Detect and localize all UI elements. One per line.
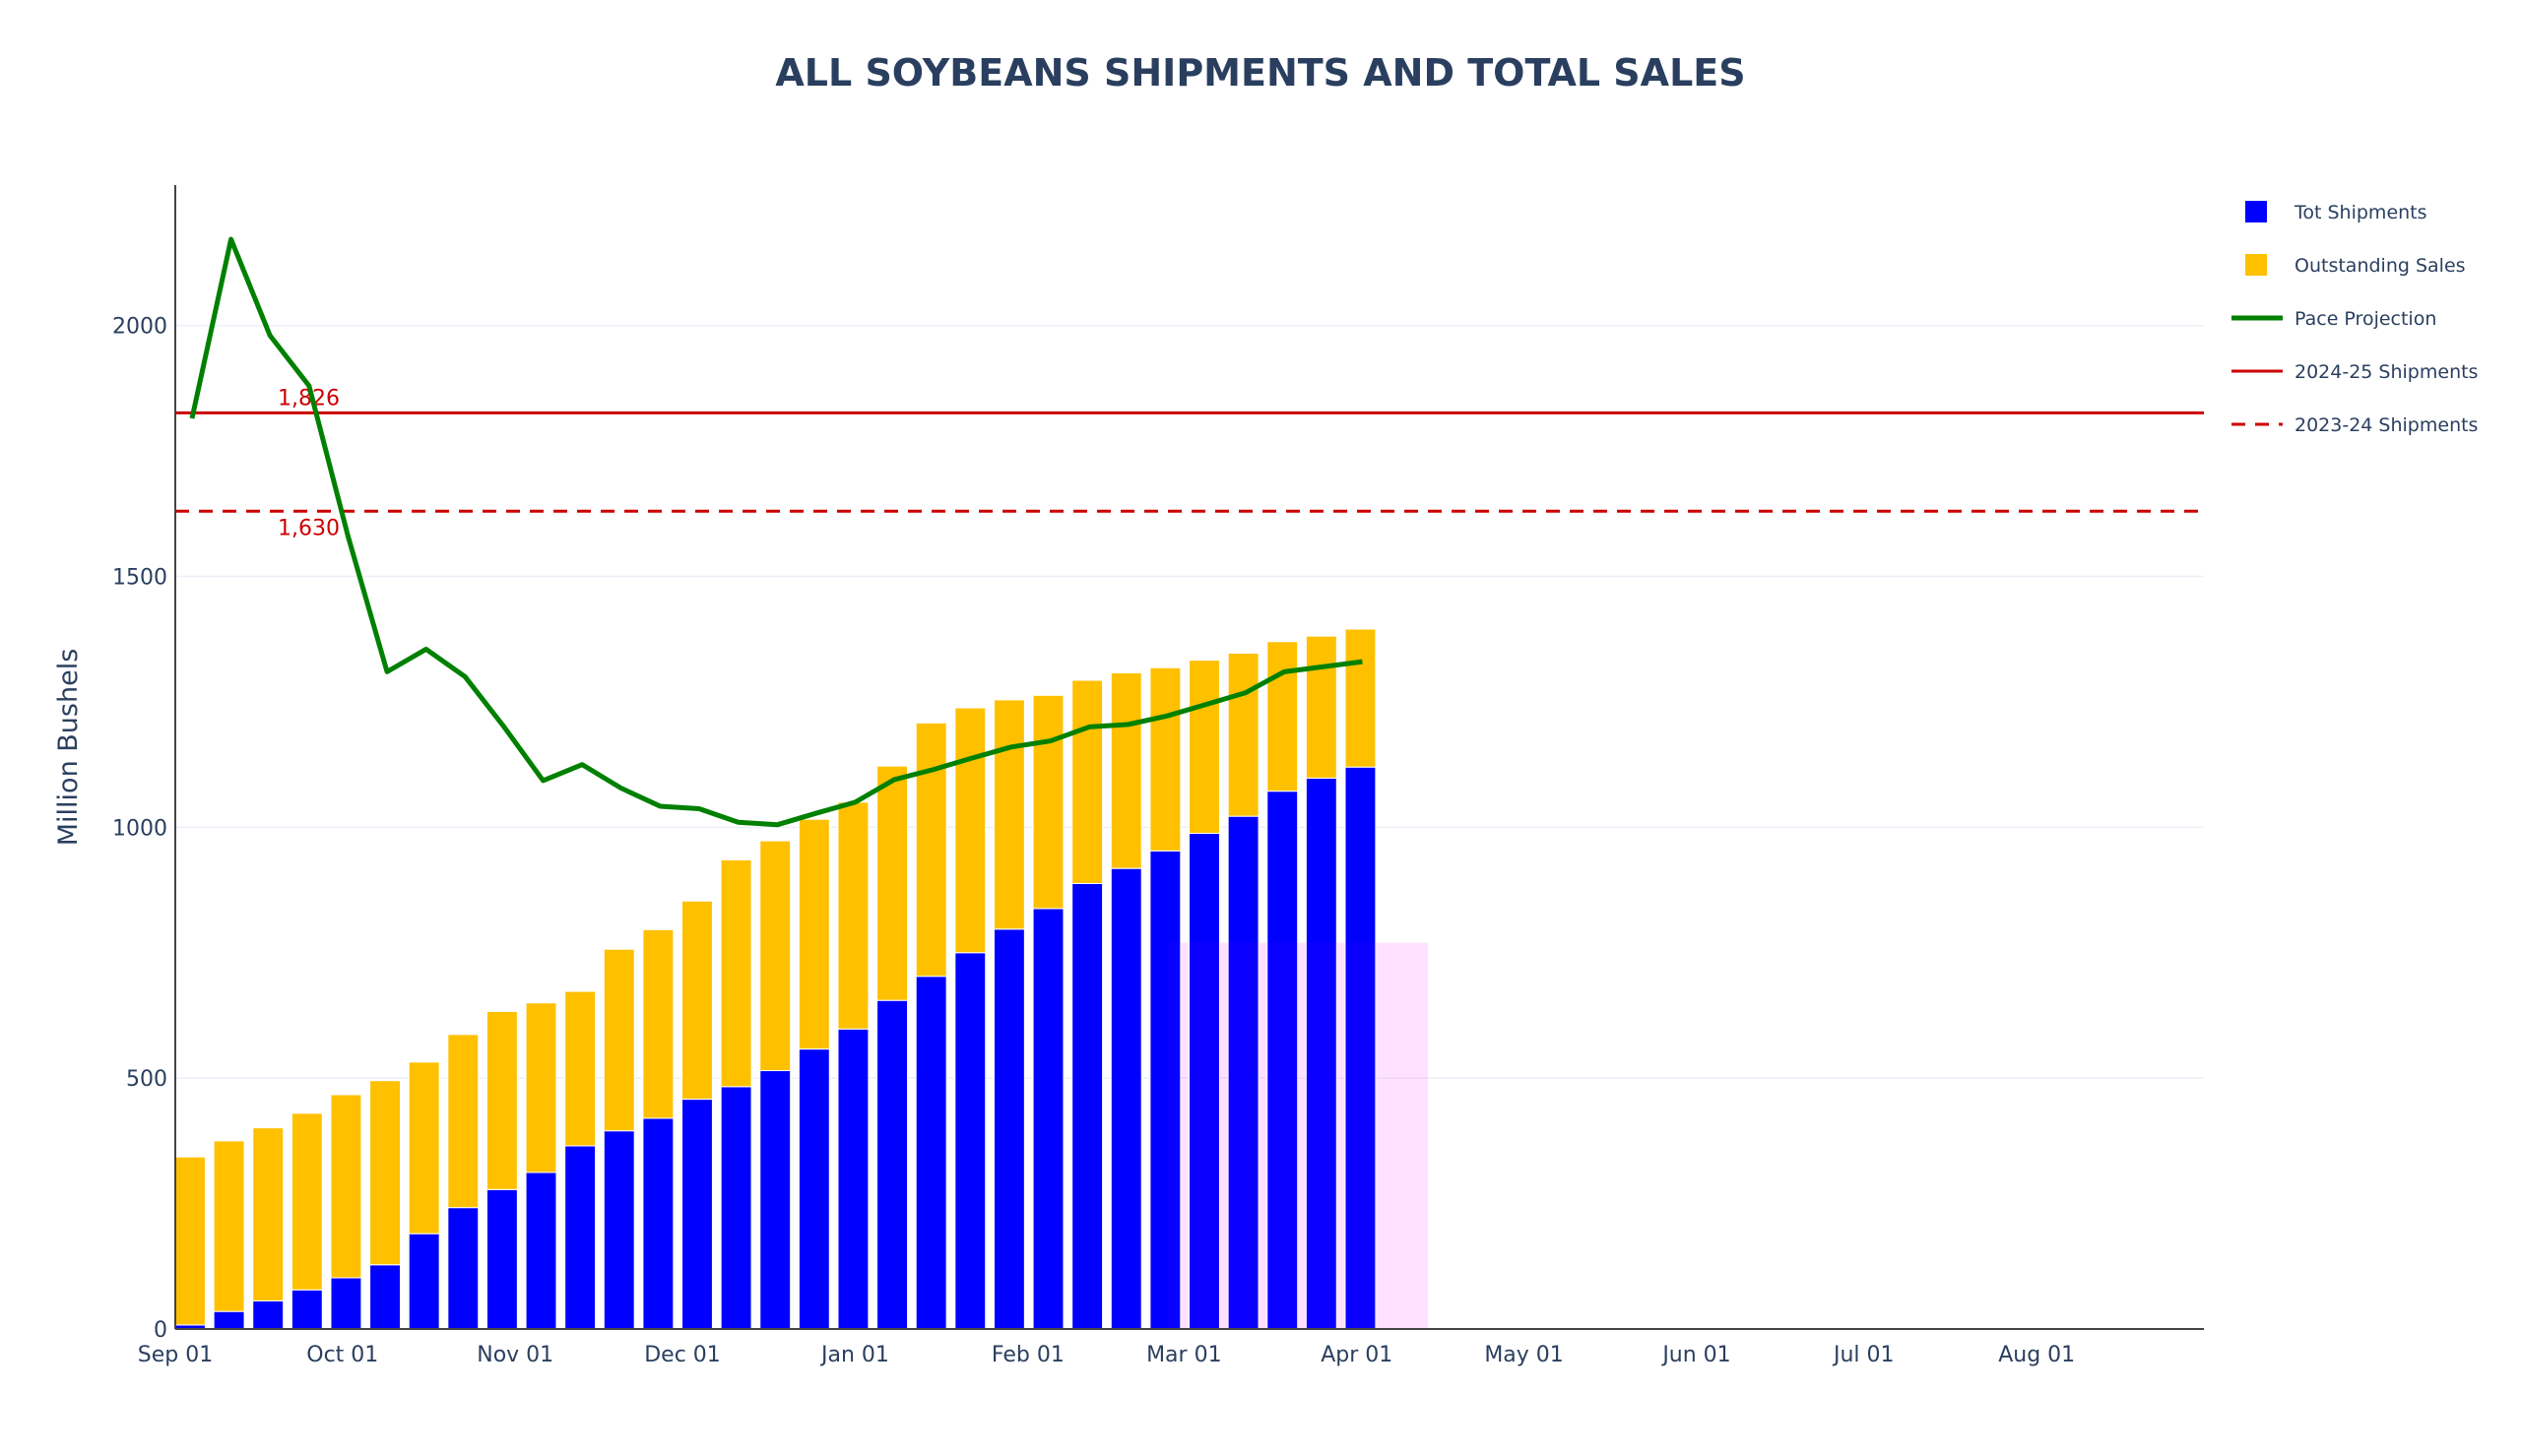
axes: 0 500 1000 1500 2000 Sep 01 Oct 01 Nov 01 Dec 01…: [112, 185, 2204, 1367]
bar-tot-shipments: [213, 1310, 245, 1330]
bar-outstanding-sales: [915, 722, 947, 978]
bar-tot-shipments: [759, 1070, 792, 1330]
legend-label-2023-24-shipments: 2023-24 Shipments: [2295, 414, 2478, 436]
bar-outstanding-sales: [720, 858, 752, 1088]
y-tick-label: 0: [154, 1318, 167, 1343]
bar-tot-shipments: [954, 952, 987, 1330]
x-tick-label: Aug 01: [1998, 1343, 2075, 1367]
x-tick-label: Nov 01: [477, 1343, 553, 1367]
x-tick-label: Jul 01: [1832, 1343, 1895, 1367]
x-tick-label: Apr 01: [1321, 1343, 1392, 1367]
highlight-band-overlay-rect: [1168, 942, 1429, 1329]
pace-projection-line: [189, 236, 1363, 828]
bar-tot-shipments: [1149, 850, 1182, 1330]
x-tick-label: Oct 01: [306, 1343, 378, 1367]
bar-outstanding-sales: [408, 1061, 440, 1234]
legend-label-tot-shipments: Tot Shipments: [2294, 202, 2427, 223]
bar-outstanding-sales: [330, 1094, 362, 1279]
bar-outstanding-sales: [1071, 679, 1104, 884]
legend-swatch-tot-shipments: [2245, 201, 2267, 222]
bar-tot-shipments: [291, 1289, 323, 1330]
bar-tot-shipments: [993, 928, 1025, 1330]
bar-outstanding-sales: [954, 707, 987, 954]
bar-tot-shipments: [447, 1207, 480, 1330]
bar-outstanding-sales: [603, 948, 635, 1132]
bar-outstanding-sales: [681, 900, 713, 1101]
bar-tot-shipments: [642, 1117, 675, 1330]
bar-outstanding-sales: [798, 818, 830, 1050]
bar-tot-shipments: [876, 999, 909, 1330]
bar-outstanding-sales: [1266, 641, 1299, 792]
bar-outstanding-sales: [1149, 666, 1182, 852]
bar-tot-shipments: [1266, 791, 1299, 1330]
chart-title: ALL SOYBEANS SHIPMENTS AND TOTAL SALES: [775, 51, 1746, 95]
bar-tot-shipments: [603, 1130, 635, 1330]
bar-outstanding-sales: [213, 1140, 245, 1312]
bar-tot-shipments: [408, 1233, 440, 1330]
x-tick-label: May 01: [1484, 1343, 1563, 1367]
bar-tot-shipments: [1189, 832, 1220, 1330]
bar-tot-shipments: [330, 1277, 362, 1330]
bar-outstanding-sales: [291, 1112, 323, 1291]
bar-outstanding-sales: [564, 990, 597, 1147]
bar-tot-shipments: [1227, 815, 1260, 1330]
bar-tot-shipments: [252, 1299, 285, 1330]
bar-outstanding-sales: [1032, 694, 1065, 910]
bar-tot-shipments: [369, 1264, 402, 1330]
annotation-2023-24: 1,630: [278, 516, 340, 540]
bar-outstanding-sales: [447, 1034, 480, 1209]
bar-outstanding-sales: [837, 801, 870, 1030]
bar-tot-shipments: [720, 1086, 752, 1330]
x-tick-label: Jan 01: [819, 1343, 889, 1367]
bar-outstanding-sales: [525, 1002, 557, 1173]
bar-tot-shipments: [798, 1048, 830, 1330]
y-tick-label: 1000: [112, 816, 167, 841]
bar-outstanding-sales: [1189, 660, 1220, 834]
bar-tot-shipments: [837, 1028, 870, 1330]
bar-outstanding-sales: [174, 1156, 206, 1326]
highlight-band-overlay: [1168, 942, 1429, 1329]
y-axis-label: Million Bushels: [53, 649, 84, 847]
bar-tot-shipments: [1032, 908, 1065, 1330]
bar-outstanding-sales: [485, 1010, 518, 1190]
bar-outstanding-sales: [1305, 635, 1337, 779]
pace-line-layer: [189, 236, 1363, 828]
bar-outstanding-sales: [642, 928, 675, 1119]
bar-outstanding-sales: [1110, 671, 1142, 869]
x-tick-label: Mar 01: [1146, 1343, 1222, 1367]
bar-outstanding-sales: [993, 699, 1025, 930]
bar-outstanding-sales: [1227, 653, 1260, 817]
bar-tot-shipments: [1305, 777, 1337, 1330]
y-tick-label: 1500: [112, 566, 167, 591]
bar-outstanding-sales: [759, 840, 792, 1072]
bar-tot-shipments: [485, 1188, 518, 1330]
bar-tot-shipments: [564, 1145, 597, 1330]
legend-label-pace-projection: Pace Projection: [2295, 308, 2436, 330]
x-tick-label: Jun 01: [1660, 1343, 1730, 1367]
bar-tot-shipments: [681, 1099, 713, 1330]
x-tick-label: Dec 01: [644, 1343, 721, 1367]
bar-outstanding-sales: [369, 1080, 402, 1266]
bar-tot-shipments: [1110, 867, 1142, 1330]
legend-label-2024-25-shipments: 2024-25 Shipments: [2295, 361, 2478, 383]
x-tick-label: Feb 01: [992, 1343, 1065, 1367]
bar-outstanding-sales: [1344, 628, 1377, 768]
bar-tot-shipments: [525, 1171, 557, 1330]
bar-tot-shipments: [915, 976, 947, 1330]
y-tick-label: 500: [126, 1067, 167, 1092]
x-tick-label: Sep 01: [138, 1343, 213, 1367]
legend-swatch-outstanding-sales: [2245, 254, 2267, 276]
bar-outstanding-sales: [252, 1127, 285, 1301]
legend-label-outstanding-sales: Outstanding Sales: [2295, 255, 2466, 277]
bar-tot-shipments: [1071, 882, 1104, 1330]
bars-layer: [174, 628, 1377, 1330]
y-tick-label: 2000: [112, 315, 167, 340]
legend: Tot Shipments Outstanding Sales Pace Proje…: [2231, 201, 2478, 436]
bar-outstanding-sales: [876, 765, 909, 1001]
